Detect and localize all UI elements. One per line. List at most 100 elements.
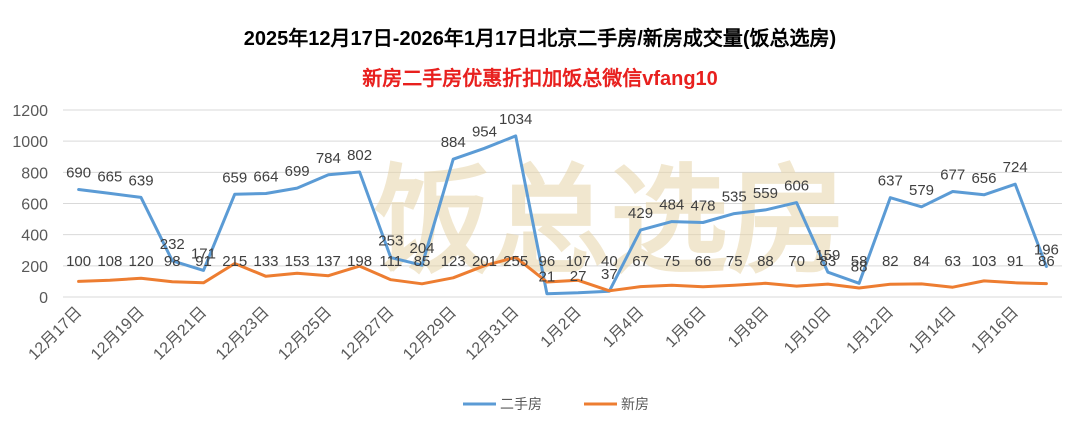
- chart-title: 2025年12月17日-2026年1月17日北京二手房/新房成交量(饭总选房): [243, 28, 837, 50]
- data-label: 198: [347, 253, 372, 270]
- data-label: 579: [909, 182, 934, 199]
- data-label: 37: [601, 266, 618, 283]
- series-group: [77, 134, 1048, 296]
- data-label: 91: [1007, 253, 1024, 270]
- x-tick-label: 12月19日: [88, 304, 148, 364]
- data-label: 107: [566, 253, 591, 270]
- data-label: 232: [160, 236, 185, 253]
- x-tick-label: 1月14日: [906, 304, 960, 358]
- x-tick-label: 1月2日: [538, 304, 585, 351]
- data-label: 103: [971, 253, 996, 270]
- x-tick-label: 12月21日: [150, 304, 210, 364]
- series-line: [77, 255, 1048, 293]
- data-label: 58: [851, 253, 868, 270]
- data-label: 70: [788, 253, 805, 270]
- data-label: 724: [1003, 159, 1028, 176]
- data-label: 665: [97, 168, 122, 185]
- watermark: 饭总选房: [374, 152, 846, 290]
- data-label: 677: [940, 167, 965, 184]
- data-label: 429: [628, 205, 653, 222]
- data-label: 108: [97, 253, 122, 270]
- data-label: 664: [253, 169, 278, 186]
- y-tick-label: 600: [21, 197, 48, 214]
- data-label: 659: [222, 169, 247, 186]
- data-label: 83: [820, 253, 837, 270]
- data-label: 559: [753, 185, 778, 202]
- legend-label: 二手房: [500, 396, 542, 412]
- x-tick-label: 12月25日: [275, 304, 335, 364]
- x-tick-label: 12月23日: [213, 304, 273, 364]
- chart-subtitle: 新房二手房优惠折扣加饭总微信vfang10: [362, 68, 718, 90]
- data-label: 85: [414, 253, 431, 270]
- data-label: 802: [347, 147, 372, 164]
- data-label: 88: [851, 258, 868, 275]
- x-tick-label: 1月16日: [968, 304, 1022, 358]
- data-label: 75: [726, 253, 743, 270]
- x-axis: 12月17日 12月19日 12月21日 12月23日 12月25日 12月27日 12月2…: [26, 304, 1022, 364]
- x-tick-label: 12月27日: [338, 304, 398, 364]
- y-tick-label: 1200: [12, 103, 48, 120]
- data-labels: 690 665 639 232 171 659 664 699 784 802 253 204 884 9…: [66, 111, 1059, 286]
- y-axis: 0 200 400 600 800 1000 1200: [12, 103, 48, 307]
- data-label: 637: [878, 173, 903, 190]
- data-label: 884: [441, 134, 466, 151]
- y-tick-label: 0: [39, 290, 48, 307]
- data-label: 153: [285, 253, 310, 270]
- data-label: 639: [129, 172, 154, 189]
- data-label: 84: [913, 253, 930, 270]
- data-label: 253: [378, 233, 403, 250]
- data-label: 784: [316, 150, 341, 167]
- y-tick-label: 800: [21, 165, 48, 182]
- x-tick-label: 1月8日: [725, 304, 772, 351]
- data-label: 133: [253, 253, 278, 270]
- data-label: 954: [472, 123, 497, 140]
- data-label: 535: [722, 189, 747, 206]
- data-label: 40: [601, 253, 618, 270]
- y-tick-label: 400: [21, 228, 48, 245]
- x-tick-label: 1月10日: [781, 304, 835, 358]
- data-label: 86: [1038, 253, 1055, 270]
- x-tick-label: 1月12日: [844, 304, 898, 358]
- data-label: 27: [570, 268, 587, 285]
- data-label: 478: [690, 198, 715, 215]
- data-label: 699: [285, 163, 310, 180]
- data-label: 63: [944, 253, 961, 270]
- data-label: 82: [882, 253, 899, 270]
- legend-label: 新房: [621, 396, 649, 412]
- y-tick-label: 200: [21, 259, 48, 276]
- legend: 二手房 新房: [463, 396, 649, 412]
- y-tick-label: 1000: [12, 134, 48, 151]
- data-label: 98: [164, 253, 181, 270]
- data-label: 201: [472, 253, 497, 270]
- data-label: 690: [66, 164, 91, 181]
- data-label: 120: [129, 253, 154, 270]
- data-label: 484: [659, 197, 684, 214]
- data-label: 91: [195, 253, 212, 270]
- data-label: 171: [191, 245, 216, 262]
- data-label: 215: [222, 253, 247, 270]
- data-label: 204: [410, 240, 435, 257]
- data-label: 67: [632, 253, 649, 270]
- data-label: 255: [503, 253, 528, 270]
- data-label: 100: [66, 253, 91, 270]
- series-line: [77, 134, 1048, 296]
- data-label: 606: [784, 178, 809, 195]
- data-label: 75: [663, 253, 680, 270]
- x-tick-label: 1月4日: [600, 304, 647, 351]
- data-label: 1034: [499, 111, 532, 128]
- data-label: 111: [379, 253, 402, 270]
- data-label: 137: [316, 253, 341, 270]
- data-label: 96: [539, 253, 556, 270]
- data-label: 88: [757, 253, 774, 270]
- data-label: 123: [441, 253, 466, 270]
- data-label: 21: [539, 269, 556, 286]
- data-label: 159: [815, 247, 840, 264]
- data-label: 66: [695, 253, 712, 270]
- x-tick-label: 12月17日: [26, 304, 86, 364]
- data-label: 656: [971, 170, 996, 187]
- data-label: 196: [1034, 241, 1059, 258]
- x-tick-label: 12月29日: [400, 304, 460, 364]
- x-tick-label: 1月6日: [663, 304, 710, 351]
- x-tick-label: 12月31日: [463, 304, 523, 364]
